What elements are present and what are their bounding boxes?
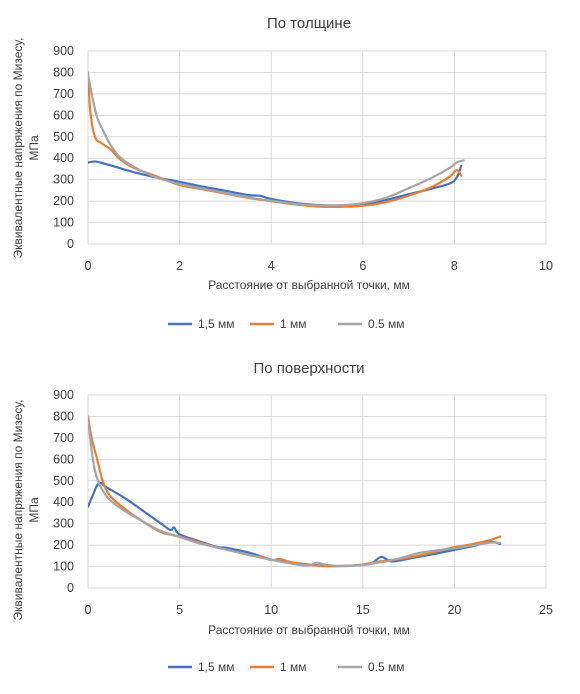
y-tick-label: 700 [53, 431, 74, 445]
x-axis-label: Расстояние от выбранной точки, мм [208, 623, 410, 637]
x-tick-label: 25 [539, 603, 553, 617]
legend-label-1: 1,5 мм [198, 660, 235, 674]
y-tick-label: 0 [67, 237, 74, 251]
x-tick-label: 5 [176, 603, 183, 617]
y-tick-label: 700 [53, 87, 74, 101]
y-tick-label: 500 [53, 130, 74, 144]
legend-label-2: 1 мм [280, 660, 307, 674]
x-tick-label: 10 [539, 259, 553, 273]
legend-label-1: 1,5 мм [198, 317, 235, 331]
y-tick-label: 0 [67, 581, 74, 595]
y-tick-label: 900 [53, 44, 74, 58]
x-tick-label: 2 [176, 259, 183, 273]
x-tick-label: 6 [359, 259, 366, 273]
x-tick-label: 15 [356, 603, 370, 617]
series-line-1 [88, 160, 463, 207]
y-axis-label: Эквивалентные напряжения по Мизесу, [11, 399, 25, 620]
legend-label-3: 0.5 мм [368, 660, 405, 674]
y-tick-label: 300 [53, 173, 74, 187]
x-tick-label: 10 [264, 603, 278, 617]
y-tick-label: 600 [53, 108, 74, 122]
x-tick-label: 20 [447, 603, 461, 617]
chart-title: По толщине [267, 15, 351, 32]
chart-1: По толщине 0 100 200 300 400 500 600 700 800 900 0 2… [11, 15, 553, 331]
y-tick-label: 400 [53, 495, 74, 509]
legend-label-3: 0.5 мм [368, 317, 405, 331]
y-axis-label: МПа [27, 135, 41, 161]
y-tick-label: 600 [53, 452, 74, 466]
y-tick-label: 800 [53, 65, 74, 79]
y-tick-label: 100 [53, 216, 74, 230]
y-tick-label: 300 [53, 517, 74, 531]
series-line-3 [88, 73, 465, 207]
series-line-3 [88, 415, 502, 568]
series-line-2 [88, 415, 502, 568]
x-tick-label: 4 [268, 259, 275, 273]
y-tick-label: 200 [53, 538, 74, 552]
y-axis-label: Эквивалентные напряжения по Мизесу, [11, 37, 25, 258]
y-tick-label: 200 [53, 194, 74, 208]
y-tick-label: 900 [53, 388, 74, 402]
x-tick-label: 0 [85, 603, 92, 617]
y-tick-label: 100 [53, 560, 74, 574]
x-tick-label: 0 [85, 259, 92, 273]
x-tick-label: 8 [451, 259, 458, 273]
y-tick-label: 500 [53, 474, 74, 488]
y-axis-label: МПа [27, 497, 41, 523]
y-tick-label: 400 [53, 151, 74, 165]
series-line-2 [88, 71, 463, 209]
chart-title: По поверхности [254, 360, 365, 377]
y-tick-label: 800 [53, 409, 74, 423]
legend-label-2: 1 мм [280, 317, 307, 331]
x-axis-label: Расстояние от выбранной точки, мм [208, 278, 410, 292]
chart-2: По поверхности01002003004005006007008009… [11, 360, 553, 674]
